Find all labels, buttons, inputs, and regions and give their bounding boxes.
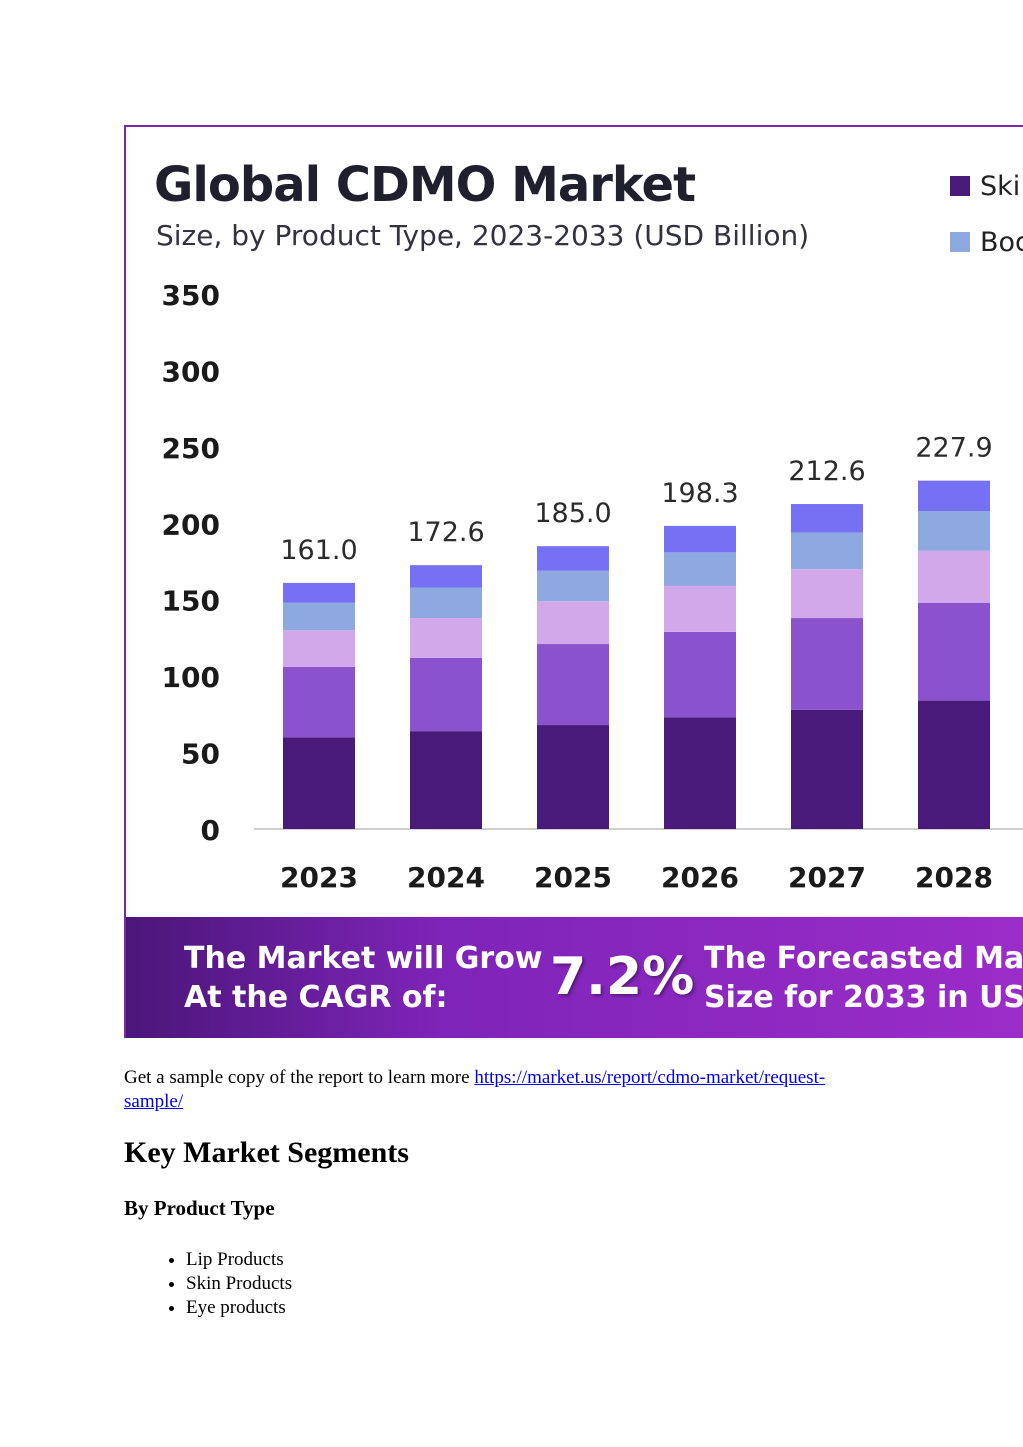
banner-forecast-text: The Forecasted Mar Size for 2033 in USD:	[704, 939, 1023, 1017]
y-tick-label: 50	[181, 738, 220, 771]
sample-link-line1: https://market.us/report/cdmo-market/req…	[474, 1067, 826, 1088]
x-tick-label: 2025	[534, 861, 612, 894]
bar-segment	[918, 550, 990, 603]
legend-label-body: Bod	[980, 226, 1023, 258]
y-tick-label: 150	[162, 585, 220, 618]
stacked-bar-chart: 350 300 250 200 150 100 50 0 161.0 2023 172.6 2024 1…	[162, 279, 1023, 894]
cdmo-market-infographic: Global CDMO Market Size, by Product Type…	[124, 125, 1023, 1038]
banner-grow-line1: The Market will Grow	[184, 941, 543, 976]
list-item-eye: Eye products	[186, 1296, 292, 1320]
sample-copy-text: Get a sample copy of the report to learn…	[124, 1067, 475, 1088]
bar-segment	[283, 602, 355, 631]
y-tick-label: 0	[201, 814, 220, 847]
bar-segment	[664, 525, 736, 553]
bar-segment	[410, 565, 482, 588]
bar-segment	[283, 582, 355, 603]
legend-swatch-skin	[950, 176, 970, 196]
bar-segment	[791, 709, 863, 829]
bar-total-label: 227.9	[915, 433, 992, 464]
figure-title: Global CDMO Market	[154, 157, 696, 213]
bar-segment	[283, 737, 355, 829]
bar-segment	[664, 585, 736, 632]
list-item-lip: Lip Products	[186, 1248, 292, 1272]
y-tick-label: 200	[162, 508, 220, 541]
bar-segment	[664, 717, 736, 829]
bar-segment	[791, 618, 863, 710]
figure-subtitle: Size, by Product Type, 2023-2033 (USD Bi…	[156, 219, 810, 252]
bar-total-label: 198.3	[661, 478, 738, 509]
bar-segment	[537, 644, 609, 726]
x-tick-label: 2024	[407, 861, 485, 894]
bar-segment	[283, 630, 355, 667]
legend-swatch-body	[950, 232, 970, 252]
y-tick-label: 100	[162, 661, 220, 694]
bar-segment	[410, 618, 482, 658]
bar-segment	[537, 570, 609, 602]
bar-segment	[791, 504, 863, 533]
bar-segment	[791, 569, 863, 619]
bar-segment	[664, 631, 736, 718]
bar-segment	[410, 657, 482, 732]
bar-total-label: 161.0	[280, 535, 357, 566]
y-tick-label: 250	[162, 432, 220, 465]
list-item-skin: Skin Products	[186, 1272, 292, 1296]
banner-grow-text: The Market will Grow At the CAGR of:	[184, 939, 544, 1017]
bar-segment	[918, 602, 990, 701]
bar-segment	[410, 587, 482, 619]
bar-total-label: 185.0	[534, 498, 611, 529]
bar-segment	[918, 700, 990, 829]
bar-segment	[283, 666, 355, 738]
legend-label-skin: Ski	[980, 170, 1021, 202]
bar-segment	[791, 532, 863, 570]
banner-grow-line2: At the CAGR of:	[184, 980, 448, 1015]
product-type-list: Lip Products Skin Products Eye products	[124, 1248, 292, 1320]
banner-forecast-line1: The Forecasted Mar	[704, 941, 1023, 976]
bar-segment	[537, 725, 609, 829]
by-product-type-heading: By Product Type	[124, 1196, 275, 1220]
bar-segment	[918, 511, 990, 551]
cagr-banner: The Market will Grow At the CAGR of: 7.2…	[126, 917, 1023, 1038]
bar-total-label: 172.6	[407, 517, 484, 548]
legend-item-skin: Ski	[950, 170, 1021, 202]
x-tick-label: 2027	[788, 861, 866, 894]
cagr-value: 7.2%	[550, 947, 695, 1007]
bar-segment	[537, 546, 609, 571]
sample-request-link[interactable]: https://market.us/report/cdmo-market/req…	[124, 1067, 825, 1112]
x-tick-label: 2028	[915, 861, 993, 894]
bar-segment	[410, 731, 482, 829]
sample-copy-paragraph: Get a sample copy of the report to learn…	[124, 1066, 924, 1114]
x-tick-label: 2026	[661, 861, 739, 894]
bar-segment	[918, 480, 990, 512]
key-market-segments-heading: Key Market Segments	[124, 1136, 409, 1169]
y-tick-label: 350	[162, 279, 220, 312]
sample-link-line2: sample/	[124, 1091, 184, 1112]
y-tick-label: 300	[162, 355, 220, 388]
banner-forecast-line2: Size for 2033 in USD:	[704, 980, 1023, 1015]
x-tick-label: 2023	[280, 861, 358, 894]
legend-item-body: Bod	[950, 226, 1023, 258]
bar-segment	[664, 552, 736, 586]
bar-segment	[537, 601, 609, 645]
bar-total-label: 212.6	[788, 456, 865, 487]
